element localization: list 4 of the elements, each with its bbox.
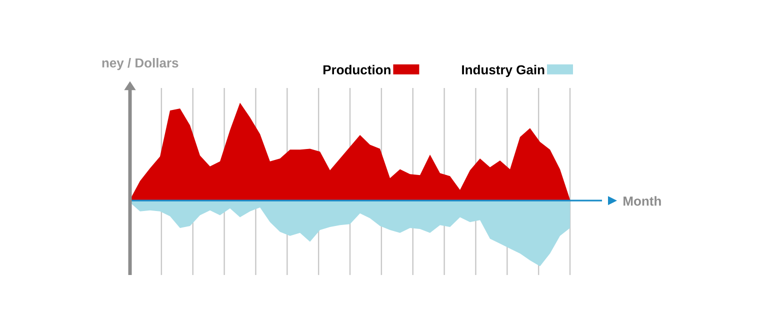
legend-label: Industry Gain xyxy=(462,64,544,77)
legend-label: Production xyxy=(323,64,390,74)
x-axis-title: Month xyxy=(624,196,661,206)
y-axis-title: ney / Dollars xyxy=(102,58,178,70)
